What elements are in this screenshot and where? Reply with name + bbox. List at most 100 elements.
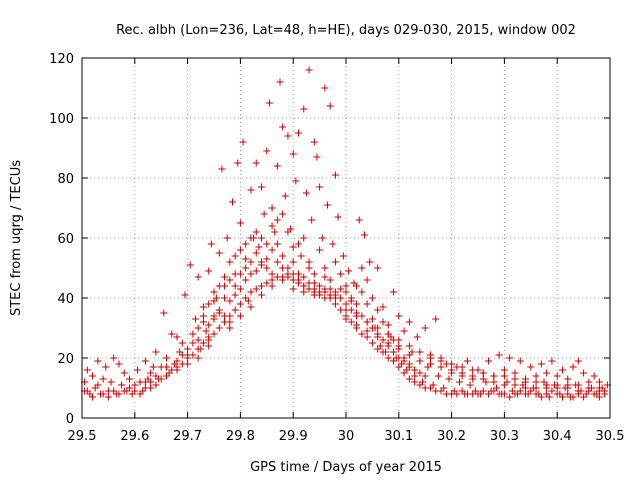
data-point	[485, 390, 493, 398]
data-point	[384, 321, 392, 329]
data-point	[242, 294, 250, 302]
data-point	[374, 333, 382, 341]
data-point	[207, 240, 215, 248]
data-point	[532, 378, 540, 386]
data-point	[590, 390, 598, 398]
data-point	[395, 336, 403, 344]
data-point	[189, 339, 197, 347]
data-point	[360, 231, 368, 239]
data-point	[102, 363, 110, 371]
data-point	[326, 276, 334, 284]
data-point	[321, 273, 329, 281]
data-point	[308, 216, 316, 224]
data-point	[310, 285, 318, 293]
x-tick-label: 30.1	[384, 429, 413, 444]
data-point	[118, 381, 126, 389]
data-point	[522, 378, 530, 386]
data-point	[284, 228, 292, 236]
data-point	[368, 294, 376, 302]
data-point	[141, 357, 149, 365]
data-point	[83, 387, 91, 395]
data-point	[162, 363, 170, 371]
data-point	[210, 297, 218, 305]
data-point	[178, 351, 186, 359]
data-point	[569, 393, 577, 401]
data-point	[178, 339, 186, 347]
y-tick-label: 40	[57, 292, 74, 307]
data-point	[223, 234, 231, 242]
data-point	[416, 357, 424, 365]
data-point	[342, 288, 350, 296]
data-point	[205, 300, 213, 308]
data-point	[94, 381, 102, 389]
data-point	[390, 348, 398, 356]
data-point	[152, 348, 160, 356]
data-point	[107, 378, 115, 386]
data-point	[236, 246, 244, 254]
data-point	[263, 279, 271, 287]
data-point	[569, 363, 577, 371]
data-point	[120, 387, 128, 395]
data-point	[199, 339, 207, 347]
data-point	[374, 306, 382, 314]
data-point	[260, 210, 268, 218]
data-point	[160, 309, 168, 317]
data-point	[353, 300, 361, 308]
data-point	[321, 285, 329, 293]
data-point	[279, 264, 287, 272]
y-axis-label: STEC from uqrg / TECUs	[9, 160, 24, 316]
data-point	[300, 282, 308, 290]
y-tick-label: 60	[57, 232, 74, 247]
data-point	[466, 381, 474, 389]
data-point	[236, 270, 244, 278]
data-point	[252, 249, 260, 257]
data-point	[205, 267, 213, 275]
data-point	[268, 246, 276, 254]
data-point	[252, 159, 260, 167]
data-point	[553, 390, 561, 398]
data-point	[405, 318, 413, 326]
data-point	[353, 321, 361, 329]
data-point	[99, 375, 107, 383]
data-point	[236, 285, 244, 293]
data-point	[136, 390, 144, 398]
data-point	[479, 375, 487, 383]
data-point	[194, 345, 202, 353]
data-point	[305, 258, 313, 266]
data-point	[490, 378, 498, 386]
data-point	[574, 381, 582, 389]
data-point	[215, 324, 223, 332]
data-point	[553, 372, 561, 380]
data-point	[157, 375, 165, 383]
data-point	[255, 243, 263, 251]
data-point	[316, 282, 324, 290]
data-point	[595, 393, 603, 401]
data-point	[300, 273, 308, 281]
data-point	[236, 219, 244, 227]
data-point	[133, 366, 141, 374]
data-point	[426, 360, 434, 368]
data-point	[181, 291, 189, 299]
data-point	[231, 306, 239, 314]
data-point	[448, 366, 456, 374]
data-point	[345, 267, 353, 275]
data-point	[231, 282, 239, 290]
data-point	[284, 273, 292, 281]
data-point	[273, 240, 281, 248]
data-point	[184, 345, 192, 353]
data-point	[339, 252, 347, 260]
data-point	[326, 102, 334, 110]
data-point	[210, 288, 218, 296]
data-point	[226, 324, 234, 332]
data-point	[321, 294, 329, 302]
data-point	[305, 66, 313, 74]
data-point	[215, 249, 223, 257]
data-point	[543, 369, 551, 377]
data-point	[141, 378, 149, 386]
data-point	[289, 270, 297, 278]
data-point	[226, 297, 234, 305]
data-point	[147, 369, 155, 377]
data-point	[580, 369, 588, 377]
data-point	[558, 366, 566, 374]
